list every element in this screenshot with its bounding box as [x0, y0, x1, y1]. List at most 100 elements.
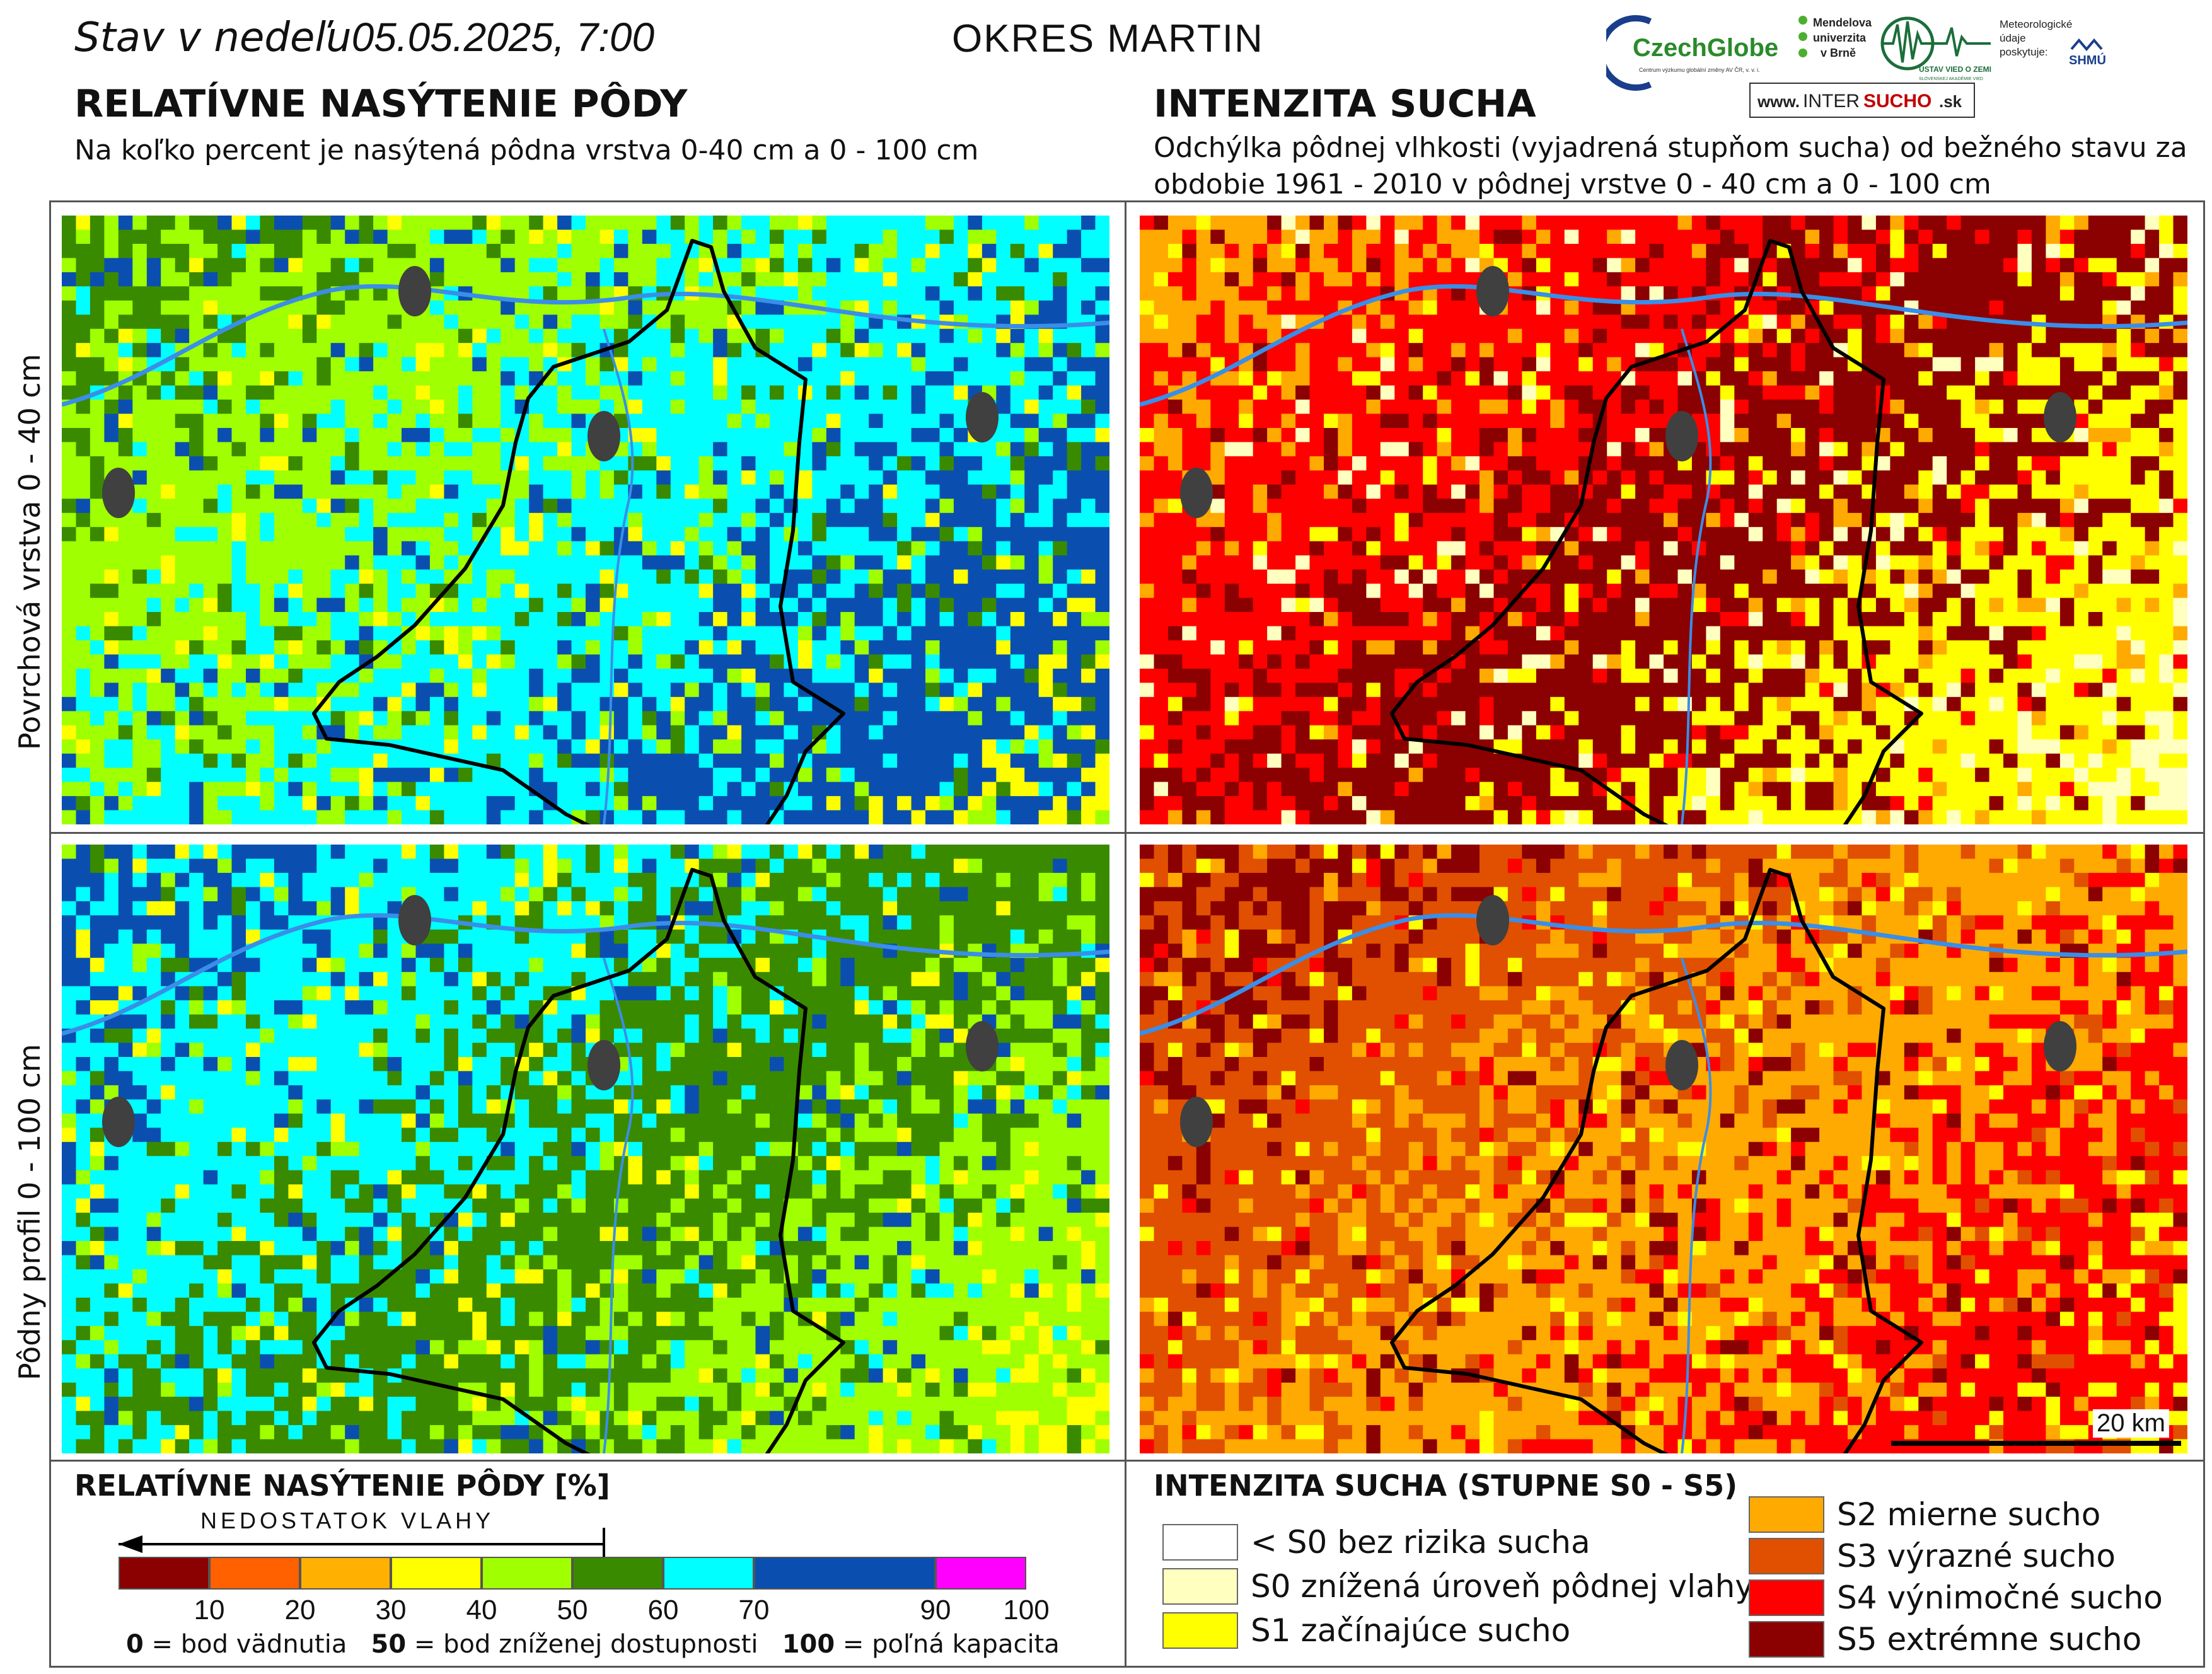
- row-label-top: Povrchová vrstva 0 - 40 cm: [13, 354, 47, 750]
- drought-legend-item: S0 znížená úroveň pôdnej vlahy: [1162, 1567, 1754, 1606]
- uvz-sub: SLOVENSKEJ AKADÉMIE VIED: [1919, 76, 1983, 81]
- drought-swatch: [1749, 1538, 1824, 1574]
- czechglobe-name: CzechGlobe: [1633, 34, 1778, 62]
- drought-swatch: [1162, 1568, 1238, 1605]
- row-divider: [49, 832, 2205, 834]
- drought-label: S0 znížená úroveň pôdnej vlahy: [1251, 1568, 1754, 1605]
- drought-label: < S0 bez rizika sucha: [1251, 1524, 1590, 1561]
- deficit-arrow-head: [119, 1535, 142, 1553]
- czechglobe-logo: CzechGlobe Centrum výzkumu globální změn…: [1598, 15, 1778, 91]
- deficit-arrow-label: NEDOSTATOK VLAHY: [200, 1508, 495, 1533]
- saturation-tick-label: 10: [194, 1595, 225, 1625]
- saturation-tick-label: 40: [466, 1595, 497, 1625]
- drought-label: S1 začínajúce sucho: [1251, 1612, 1571, 1649]
- drought-swatch: [1749, 1579, 1824, 1616]
- mendelu-line2: univerzita: [1813, 32, 1867, 44]
- mendelu-line1: Mendelova: [1813, 16, 1872, 29]
- note-100-text: = poľná kapacita: [835, 1630, 1060, 1659]
- legend-divider: [49, 1460, 2205, 1462]
- map-drought-topsoil[interactable]: [1140, 216, 2187, 824]
- partner-logos: CzechGlobe Centrum výzkumu globální změn…: [1598, 9, 2211, 122]
- note-100-value: 100: [782, 1630, 835, 1659]
- saturation-class-swatch: [119, 1557, 209, 1590]
- drought-legend-item: S3 výrazné sucho: [1749, 1537, 2116, 1576]
- czechglobe-tagline: Centrum výzkumu globální změny AV ČR, v.…: [1639, 67, 1760, 73]
- drought-swatch: [1749, 1496, 1824, 1533]
- date-prefix: Stav v nedeľu: [74, 14, 352, 61]
- note-0-value: 0: [126, 1630, 144, 1659]
- map-saturation-topsoil[interactable]: [62, 216, 1109, 824]
- column-divider: [1125, 200, 1126, 1461]
- map-drought-topsoil-svg: [1140, 216, 2187, 824]
- saturation-class-swatch: [754, 1557, 935, 1590]
- saturation-class-swatch: [482, 1557, 572, 1590]
- note-50-text: = bod zníženej dostupnosti: [406, 1630, 758, 1659]
- legend-column-divider: [1125, 1460, 1126, 1668]
- scale-bar-label: 20 km: [2093, 1409, 2169, 1438]
- row-label-bottom: Pôdny profil 0 - 100 cm: [13, 1044, 47, 1380]
- saturation-class-swatch: [663, 1557, 754, 1590]
- saturation-class-swatch: [935, 1557, 1026, 1590]
- mendelu-line3: v Brně: [1821, 47, 1856, 59]
- drought-label: S2 mierne sucho: [1837, 1496, 2101, 1533]
- meteo-line2: údaje: [2000, 32, 2026, 44]
- note-50-value: 50: [371, 1630, 407, 1659]
- shmu-logo: SHMÚ: [2069, 52, 2106, 67]
- saturation-class-swatch: [391, 1557, 482, 1590]
- intersucho-a: INTER: [1803, 91, 1860, 112]
- logos-graphic: CzechGlobe Centrum výzkumu globální změn…: [1598, 15, 2106, 118]
- saturation-tick-label: 30: [375, 1595, 407, 1625]
- date-value: 05.05.2025, 7:00: [351, 14, 655, 60]
- meteo-line1: Meteorologické: [2000, 18, 2072, 30]
- drought-legend-item: S5 extrémne sucho: [1749, 1620, 2141, 1659]
- date-line: Stav v nedeľu05.05.2025, 7:00: [74, 14, 654, 61]
- mendelu-logo: Mendelova univerzita v Brně: [1798, 16, 1872, 59]
- uvz-logo: ÚSTAV VIED O ZEMI SLOVENSKEJ AKADÉMIE VI…: [1880, 16, 1991, 81]
- saturation-class-swatch: [209, 1557, 300, 1590]
- intersucho-c: .sk: [1939, 92, 1962, 111]
- map-saturation-topsoil-svg: [62, 216, 1109, 824]
- deficit-arrow-line: [119, 1543, 604, 1545]
- saturation-tick-label: 60: [647, 1595, 679, 1625]
- drought-legend-item: < S0 bez rizika sucha: [1162, 1523, 1590, 1562]
- deficit-arrow-stop: [603, 1528, 605, 1561]
- region-title: OKRES MARTIN: [952, 17, 1264, 61]
- drought-swatch: [1162, 1524, 1238, 1561]
- drought-swatch: [1162, 1612, 1238, 1649]
- saturation-legend-title: RELATÍVNE NASÝTENIE PÔDY [%]: [74, 1469, 610, 1503]
- saturation-color-bar: [119, 1557, 1026, 1590]
- intersucho-b: SUCHO: [1863, 91, 1931, 112]
- saturation-tick-label: 20: [284, 1595, 316, 1625]
- uvz-name: ÚSTAV VIED O ZEMI: [1919, 64, 1991, 74]
- saturation-class-swatch: [572, 1557, 663, 1590]
- drought-legend-title: INTENZITA SUCHA (STUPNE S0 - S5): [1154, 1469, 1738, 1503]
- map-drought-profile[interactable]: [1140, 845, 2187, 1453]
- intersucho-www: www.: [1757, 92, 1800, 111]
- saturation-title: RELATÍVNE NASÝTENIE PÔDY: [74, 82, 688, 126]
- intersucho-logo: www. INTER SUCHO .sk: [1749, 83, 1975, 118]
- saturation-tick-label: 50: [557, 1595, 588, 1625]
- drought-legend-item: S4 výnimočné sucho: [1749, 1578, 2163, 1617]
- note-0-text: = bod vädnutia: [143, 1630, 347, 1659]
- saturation-ticks: 10 20 30 40 50 60 70 90 100: [119, 1592, 1050, 1627]
- saturation-subtitle: Na koľko percent je nasýtená pôdna vrstv…: [74, 134, 979, 166]
- drought-swatch: [1749, 1621, 1824, 1658]
- saturation-tick-label: 90: [920, 1595, 951, 1625]
- map-drought-profile-svg: [1140, 845, 2187, 1453]
- saturation-class-swatch: [300, 1557, 391, 1590]
- meteo-provider: Meteorologické údaje poskytuje: SHMÚ: [2000, 18, 2106, 67]
- meteo-line3: poskytuje:: [2000, 46, 2048, 58]
- map-saturation-profile[interactable]: [62, 845, 1109, 1453]
- map-frame: [49, 200, 2205, 1668]
- drought-legend-item: S1 začínajúce sucho: [1162, 1611, 1570, 1650]
- drought-label: S5 extrémne sucho: [1837, 1621, 2142, 1658]
- drought-title: INTENZITA SUCHA: [1154, 82, 1536, 126]
- map-saturation-profile-svg: [62, 845, 1109, 1453]
- drought-legend-item: S2 mierne sucho: [1749, 1495, 2100, 1534]
- saturation-tick-label: 100: [1003, 1595, 1050, 1625]
- saturation-tick-label: 70: [738, 1595, 770, 1625]
- drought-label: S3 výrazné sucho: [1837, 1538, 2116, 1574]
- scale-bar: [1891, 1441, 2181, 1446]
- drought-subtitle: Odchýlka pôdnej vlhkosti (vyjadrená stup…: [1154, 132, 2187, 200]
- saturation-notes: 0 = bod vädnutia 50 = bod zníženej dostu…: [126, 1630, 1060, 1659]
